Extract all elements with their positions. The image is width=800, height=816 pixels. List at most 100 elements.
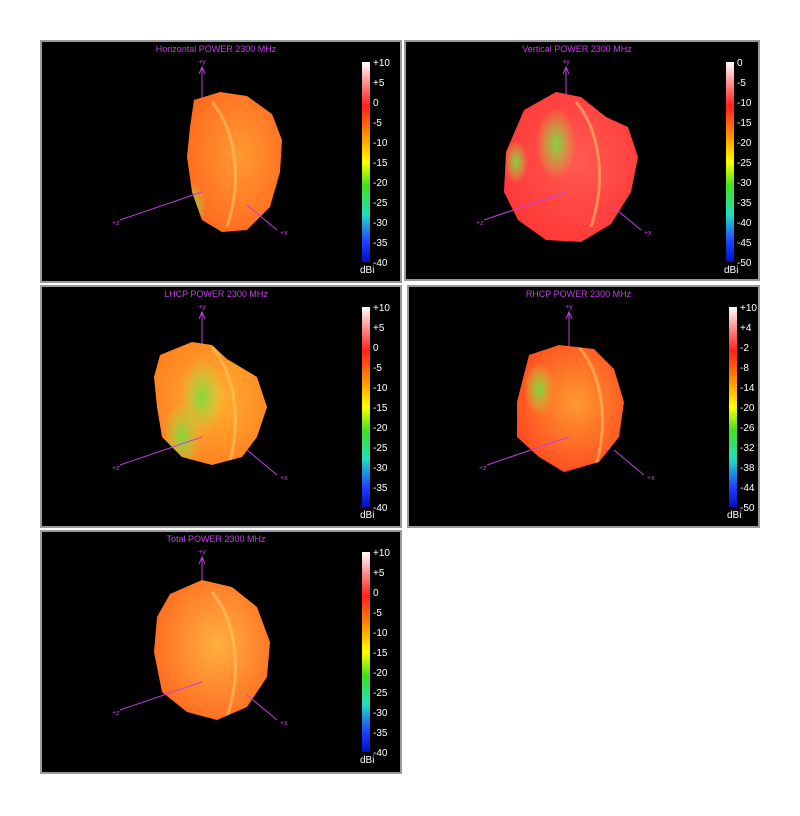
colorbar-label: -15 <box>373 403 388 414</box>
colorbar-label: -30 <box>373 463 388 474</box>
axis-line <box>613 449 645 476</box>
colorbar-label: -32 <box>740 443 755 454</box>
colorbar-label: -5 <box>373 608 382 619</box>
colorbar-label: +5 <box>373 568 385 579</box>
colorbar-label: -50 <box>740 503 755 514</box>
colorbar <box>362 552 370 752</box>
axis-line <box>119 681 203 711</box>
colorbar-label: -50 <box>737 258 752 269</box>
colorbar-label: 0 <box>373 343 379 354</box>
colorbar-label: -35 <box>373 238 388 249</box>
colorbar-label: -2 <box>740 343 749 354</box>
colorbar-label: +10 <box>373 58 390 69</box>
colorbar-label: -35 <box>373 483 388 494</box>
panel-title: RHCP POWER 2300 MHz <box>526 289 632 299</box>
colorbar-label: -25 <box>737 158 752 169</box>
colorbar-label: -40 <box>373 258 388 269</box>
axis-arrow <box>198 310 206 320</box>
blob-shading <box>210 591 237 718</box>
fold <box>210 591 237 718</box>
pattern-panel: Horizontal POWER 2300 MHz +y +z +x +10 +5 0 -5 -… <box>40 40 402 283</box>
axis-line <box>119 436 203 466</box>
colorbar <box>729 307 737 507</box>
colorbar-label: +10 <box>373 303 390 314</box>
fold <box>210 346 237 465</box>
colorbar-label: -20 <box>737 138 752 149</box>
axis-line <box>246 204 278 231</box>
colorbar-label: 0 <box>373 588 379 599</box>
colorbar-label: -20 <box>373 423 388 434</box>
axis-line <box>246 694 278 721</box>
axis-label: +x <box>644 230 652 237</box>
panel-canvas: RHCP POWER 2300 MHz +y +z +x +10 +4 -2 -8 -14 -20… <box>479 289 757 521</box>
colorbar-label: -10 <box>373 628 388 639</box>
colorbar-label: -40 <box>373 503 388 514</box>
colorbar-label: -30 <box>373 708 388 719</box>
colorbar-unit: dBi <box>727 510 741 521</box>
colorbar <box>362 62 370 262</box>
colorbar-unit: dBi <box>360 755 374 766</box>
colorbar-label: +5 <box>373 323 385 334</box>
colorbar-label: -25 <box>373 443 388 454</box>
colorbar-label: -44 <box>740 483 755 494</box>
axis-label: +z <box>112 220 120 227</box>
pattern-panel: RHCP POWER 2300 MHz +y +z +x +10 +4 -2 -8 -14 -20… <box>407 285 760 528</box>
axis-line <box>486 436 570 466</box>
axis-label: +x <box>280 475 288 482</box>
colorbar-label: 0 <box>373 98 379 109</box>
colorbar-label: -20 <box>740 403 755 414</box>
axis-label: +x <box>280 230 288 237</box>
colorbar-unit: dBi <box>360 510 374 521</box>
axis-label: +y <box>198 304 206 311</box>
axis-label: +x <box>647 475 655 482</box>
colorbar-label: -15 <box>373 158 388 169</box>
colorbar-label: -38 <box>740 463 755 474</box>
panel-canvas: LHCP POWER 2300 MHz +y +z +x +10 +5 0 -5 -10 -15 -… <box>112 289 390 521</box>
colorbar-label: -5 <box>373 363 382 374</box>
colorbar-label: -8 <box>740 363 749 374</box>
colorbar-label: -15 <box>737 118 752 129</box>
colorbar-label: -10 <box>373 138 388 149</box>
green-patch <box>187 181 206 232</box>
axis-label: +y <box>198 549 206 556</box>
colorbar-label: -14 <box>740 383 755 394</box>
axis-arrow <box>198 555 206 565</box>
green-patch <box>162 401 202 465</box>
fold <box>577 346 604 472</box>
axis-label: +y <box>565 304 573 311</box>
colorbar-label: -20 <box>373 668 388 679</box>
colorbar-label: -25 <box>373 198 388 209</box>
colorbar-label: +10 <box>373 548 390 559</box>
green-patch <box>187 123 188 181</box>
colorbar-unit: dBi <box>360 265 374 276</box>
colorbar-label: -40 <box>373 748 388 759</box>
axis-label: +x <box>280 720 288 727</box>
axis-arrow <box>565 310 573 320</box>
panel-title: Total POWER 2300 MHz <box>166 534 266 544</box>
colorbar-label: +4 <box>740 323 752 334</box>
panel-canvas: Horizontal POWER 2300 MHz +y +z +x +10 +5 0 -5 -… <box>112 44 390 276</box>
axis-label: +z <box>112 465 120 472</box>
axis-arrow <box>198 65 206 75</box>
colorbar-label: -15 <box>373 648 388 659</box>
green-patch <box>536 108 576 180</box>
colorbar-label: -5 <box>373 118 382 129</box>
colorbar-label: -10 <box>737 98 752 109</box>
colorbar-label: -25 <box>373 688 388 699</box>
blob-shading <box>162 346 237 465</box>
axis-line <box>483 191 567 221</box>
green-patch <box>504 140 528 184</box>
pattern-panel: Vertical POWER 2300 MHz +y +z +x 0 -5 -10 -15 -2… <box>404 40 760 281</box>
colorbar-label: -10 <box>373 383 388 394</box>
fold <box>574 101 601 228</box>
axis-label: +z <box>476 220 484 227</box>
colorbar-unit: dBi <box>724 265 738 276</box>
colorbar-label: -45 <box>737 238 752 249</box>
colorbar <box>726 62 734 262</box>
green-patch <box>524 362 554 416</box>
colorbar-label: -5 <box>737 78 746 89</box>
blob <box>154 580 270 720</box>
colorbar-label: -30 <box>737 178 752 189</box>
colorbar-label: -20 <box>373 178 388 189</box>
